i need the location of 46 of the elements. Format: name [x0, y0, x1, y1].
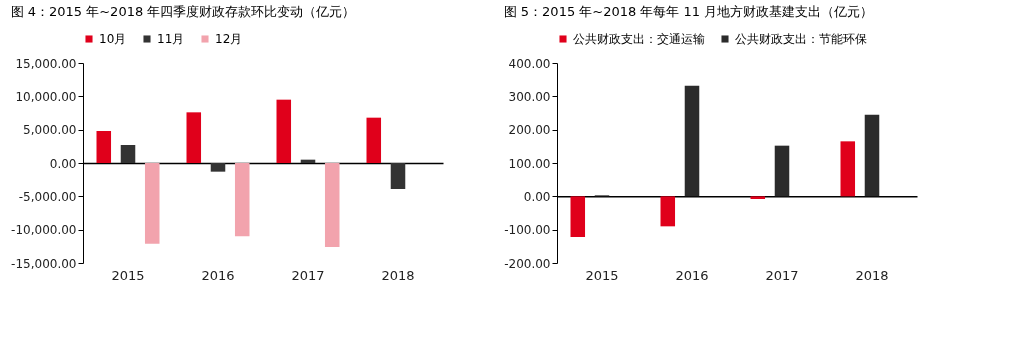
x-tick-label: 2016: [675, 267, 709, 283]
bar: [276, 99, 292, 163]
chart-title: 图 4：2015 年~2018 年四季度财政存款环比变动（亿元）: [10, 4, 356, 19]
legend-label: 10月: [99, 32, 127, 46]
y-tick-label: 0.00: [523, 189, 551, 204]
y-tick-label: 400.00: [508, 56, 551, 71]
legend-label: 公共财政支出：节能环保: [735, 32, 867, 46]
bar: [840, 141, 856, 197]
bar: [324, 163, 340, 247]
x-tick-label: 2018: [381, 267, 415, 283]
bar: [684, 85, 700, 197]
x-tick-label: 2015: [585, 267, 619, 283]
bar: [750, 196, 766, 199]
bar: [570, 196, 586, 237]
y-tick-label: 10,000.00: [15, 89, 77, 104]
legend-label: 公共财政支出：交通运输: [573, 32, 705, 46]
y-tick-label: 300.00: [508, 89, 551, 104]
y-tick-label: 5,000.00: [23, 123, 77, 138]
bar: [234, 163, 250, 237]
y-tick-label: 0.00: [49, 156, 77, 171]
y-tick-label: -15,000.00: [11, 256, 77, 271]
y-tick-label: -5,000.00: [18, 189, 77, 204]
bar: [120, 145, 136, 163]
bar: [186, 112, 202, 163]
bar: [366, 117, 382, 163]
x-tick-label: 2015: [111, 267, 145, 283]
y-tick-label: -200.00: [504, 256, 551, 271]
bar: [96, 131, 112, 163]
bar: [144, 163, 160, 244]
y-tick-label: 200.00: [508, 123, 551, 138]
legend-label: 11月: [157, 32, 185, 46]
bar: [390, 163, 406, 189]
bar: [660, 196, 676, 227]
bar: [774, 145, 790, 197]
x-tick-label: 2016: [201, 267, 235, 283]
x-tick-label: 2017: [765, 267, 799, 283]
chart-title: 图 5：2015 年~2018 年每年 11 月地方财政基建支出（亿元）: [503, 4, 874, 19]
bar: [210, 163, 226, 172]
x-tick-label: 2018: [855, 267, 889, 283]
y-tick-label: -100.00: [504, 223, 551, 238]
x-tick-label: 2017: [291, 267, 325, 283]
y-tick-label: -10,000.00: [11, 223, 77, 238]
y-tick-label: 15,000.00: [15, 56, 77, 71]
bar: [864, 114, 880, 197]
legend-label: 12月: [215, 32, 243, 46]
y-tick-label: 100.00: [508, 156, 551, 171]
